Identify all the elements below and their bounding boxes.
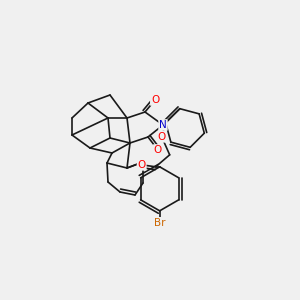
Text: O: O [151,95,159,105]
Text: O: O [154,145,162,155]
Text: Br: Br [154,218,165,228]
Text: O: O [138,160,146,170]
Text: O: O [158,132,166,142]
Text: N: N [159,120,167,130]
